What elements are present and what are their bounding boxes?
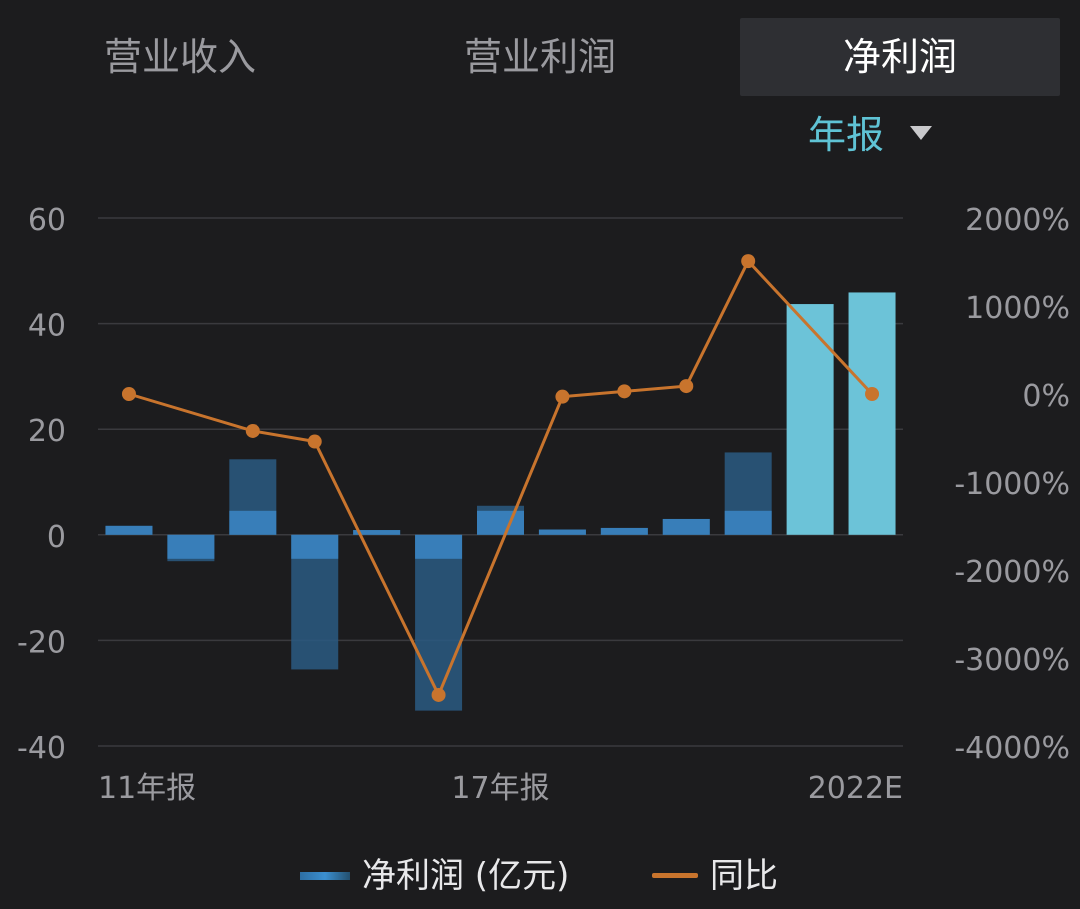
yoy-point [431, 687, 446, 702]
net-profit-bar-highlight [167, 534, 215, 559]
y-left-tick-label: 40 [28, 309, 66, 344]
net-profit-bar [786, 304, 834, 535]
net-profit-bar-highlight [229, 510, 277, 535]
net-profit-bar-highlight [415, 534, 463, 559]
net-profit-bar-highlight [105, 525, 153, 535]
y-right-tick-label: -2000% [954, 555, 1070, 590]
y-right-tick-label: -1000% [954, 467, 1070, 502]
y-right-tick-label: -3000% [954, 643, 1070, 678]
net-profit-bar-highlight [600, 527, 648, 535]
tab-revenue[interactable]: 营业收入 [103, 35, 256, 79]
x-tick-label: 2022E [808, 771, 903, 806]
x-tick-label: 17年报 [451, 771, 549, 806]
y-right-tick-label: 1000% [965, 291, 1070, 326]
yoy-point [617, 384, 632, 399]
net-profit-bar-highlight [291, 534, 339, 559]
legend-label-net-profit: 净利润 (亿元) [362, 856, 570, 896]
metric-tabs: 营业收入 营业利润 净利润 [20, 18, 1060, 96]
tab-net-profit[interactable]: 净利润 [740, 18, 1060, 96]
y-left-tick-label: 20 [28, 414, 66, 449]
legend-bar-swatch [300, 872, 350, 880]
y-left-tick-label: 0 [47, 520, 66, 555]
net-profit-bar [848, 292, 896, 535]
y-right-tick-label: -4000% [954, 731, 1070, 766]
y-left-tick-label: 60 [28, 203, 66, 238]
yoy-point [555, 389, 570, 404]
yoy-point [121, 387, 136, 401]
yoy-point [741, 254, 756, 269]
yoy-point [307, 434, 322, 449]
net-profit-bar-highlight [477, 510, 524, 535]
tab-operating-profit[interactable]: 营业利润 [463, 35, 616, 79]
net-profit-bar-highlight [353, 530, 401, 535]
period-selector[interactable]: 年报 [807, 113, 884, 157]
legend-label-yoy: 同比 [710, 856, 778, 896]
yoy-point [679, 379, 694, 394]
legend-line-swatch [652, 873, 698, 878]
net-profit-bar [415, 534, 463, 711]
y-right-tick-label: 0% [1022, 379, 1070, 414]
net-profit-bar-highlight [662, 518, 710, 535]
y-left-tick-label: -20 [17, 625, 66, 660]
chart-legend: 净利润 (亿元) 同比 [0, 848, 1080, 904]
net-profit-chart: 60 40 20 0 -20 -40 2000% 1000% 0% -1000% -2000% -30… [17, 203, 1070, 806]
net-profit-bar-highlight [538, 529, 586, 535]
x-tick-label: 11年报 [98, 771, 196, 806]
yoy-point [245, 423, 260, 438]
chevron-down-icon[interactable] [910, 126, 932, 140]
yoy-point [865, 387, 880, 401]
y-right-tick-label: 2000% [965, 203, 1070, 238]
y-left-tick-label: -40 [17, 731, 66, 766]
net-profit-bar-highlight [724, 510, 772, 535]
